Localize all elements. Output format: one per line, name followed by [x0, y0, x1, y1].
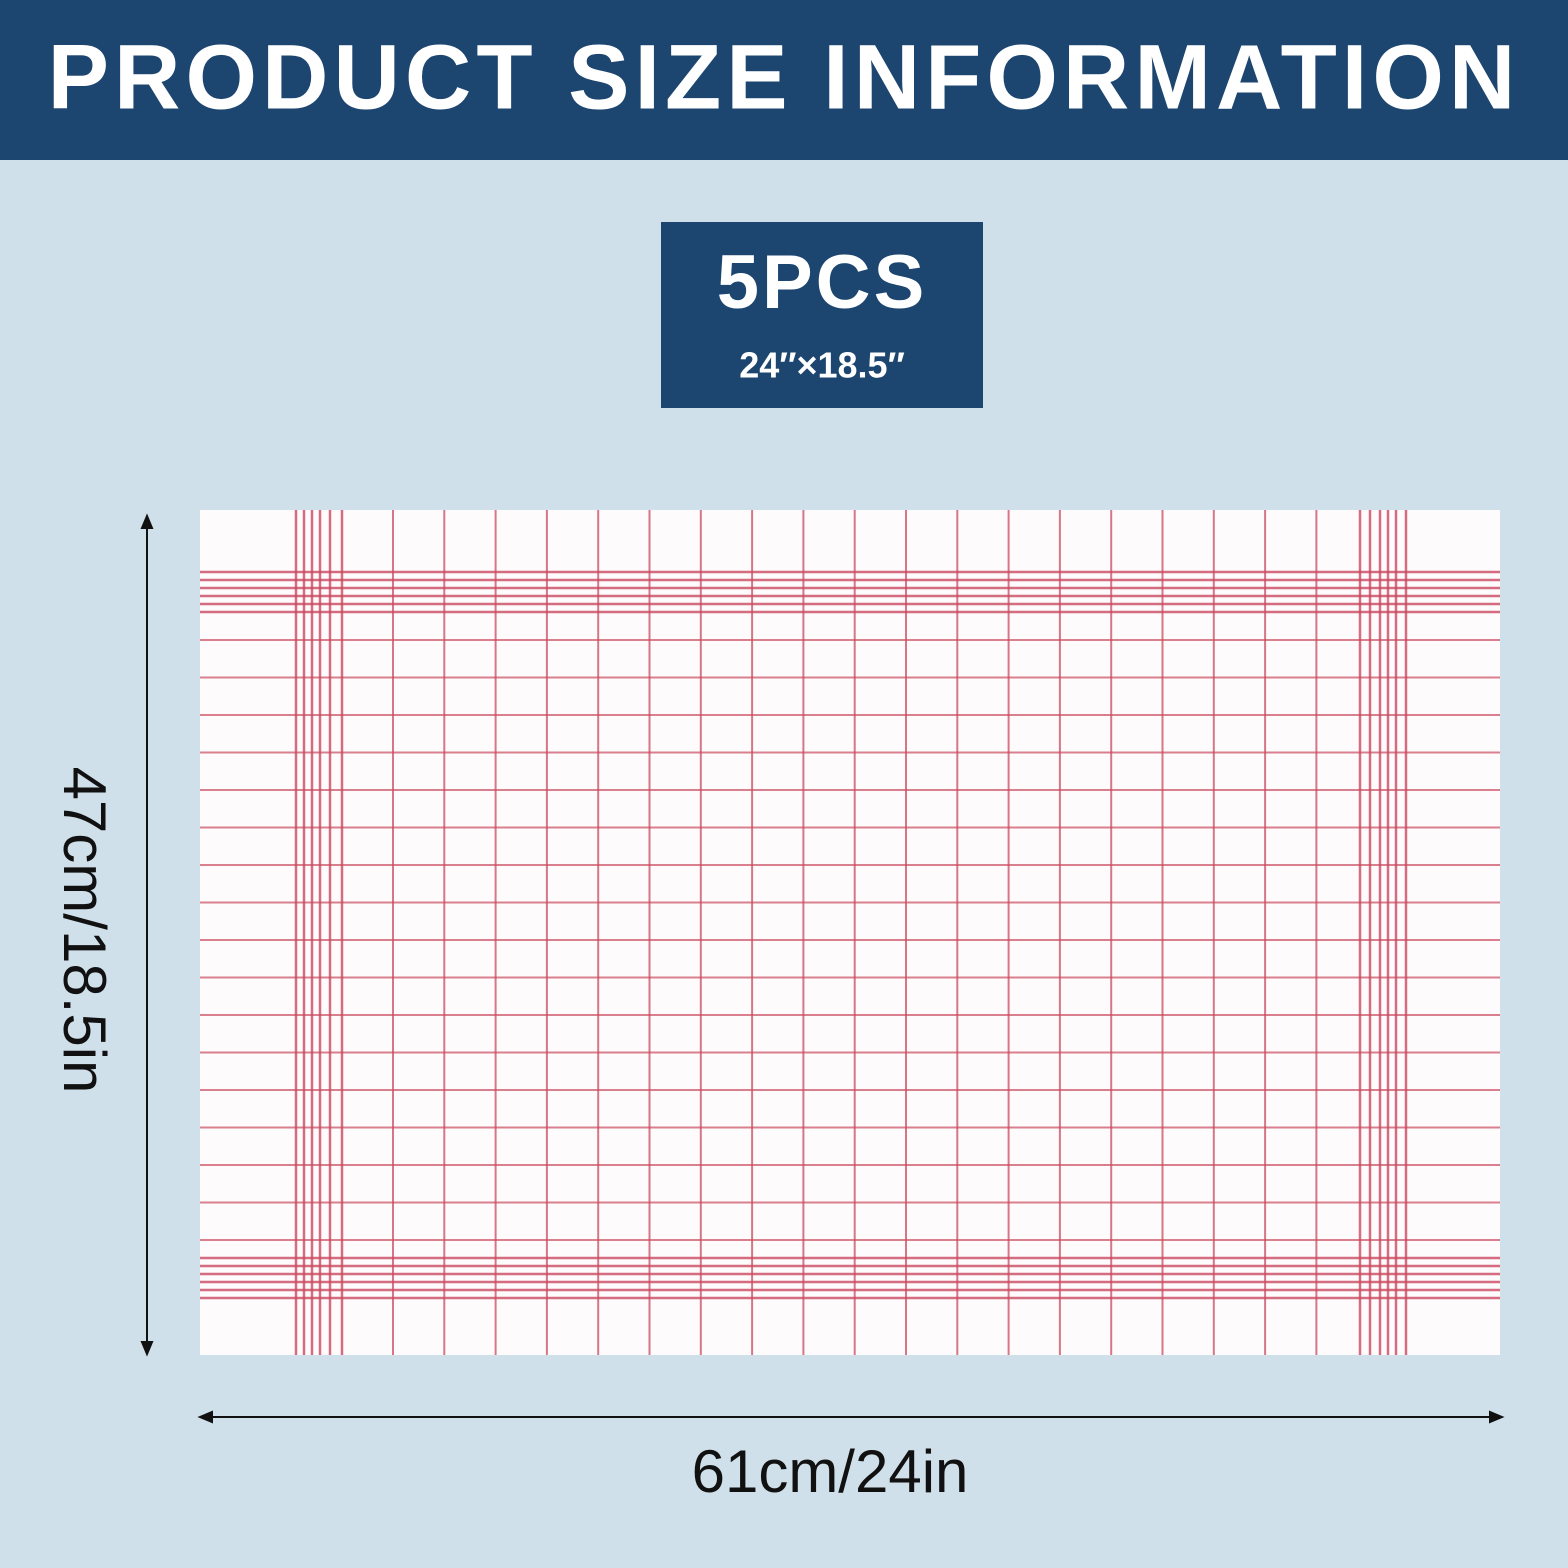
arrow-head	[1489, 1410, 1505, 1424]
width-label: 61cm/24in	[692, 1438, 969, 1505]
towel-fabric	[200, 510, 1500, 1355]
height-label: 47cm/18.5in	[51, 767, 118, 1094]
header-title: PRODUCT SIZE INFORMATION	[48, 26, 1521, 128]
width-arrow	[197, 1410, 1505, 1424]
arrow-head	[197, 1410, 213, 1424]
badge-size: 24″×18.5″	[739, 345, 905, 386]
badge-count: 5PCS	[717, 240, 928, 325]
arrow-head	[140, 513, 154, 529]
height-arrow	[140, 513, 154, 1357]
arrow-head	[140, 1341, 154, 1357]
towel	[200, 510, 1500, 1355]
header-band	[0, 0, 1568, 160]
badge	[661, 222, 983, 408]
